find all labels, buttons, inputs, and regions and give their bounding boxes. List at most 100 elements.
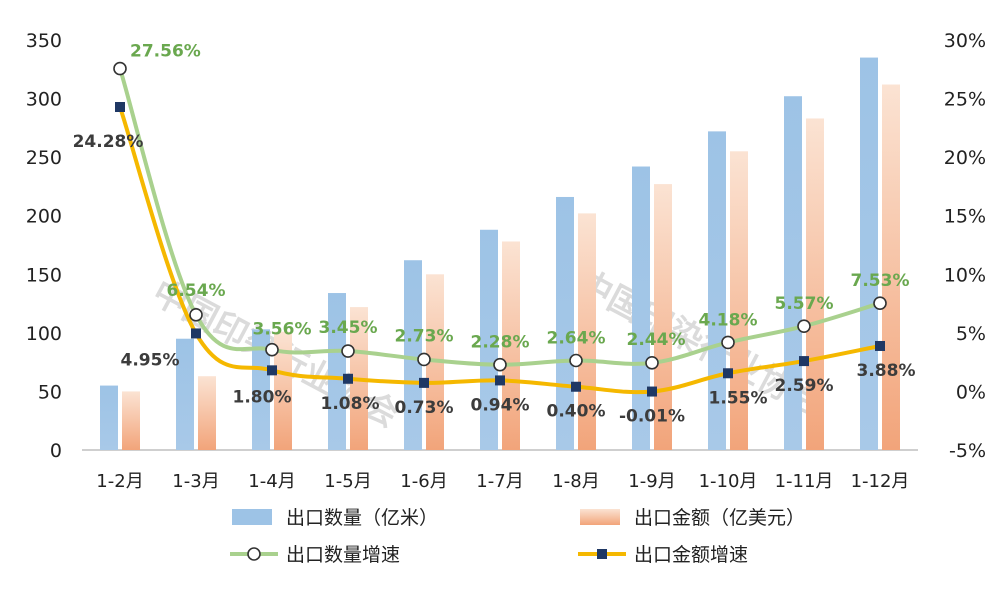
point-export-quantity-growth [493,357,507,372]
y-left-tick-label: 50 [38,381,62,403]
x-tick-label: 1-8月 [552,471,599,492]
data-label-amount-growth: -0.01% [619,407,685,427]
point-export-quantity-growth [645,356,659,370]
data-label-amount-growth: 0.94% [471,395,530,415]
y-right-tick-label: 15% [944,206,986,228]
legend-label-amount-growth: 出口金额增速 [634,544,748,566]
data-label-amount-growth: 0.40% [547,402,606,422]
point-export-quantity-growth [113,61,127,76]
point-export-quantity-growth [189,308,203,322]
data-label-quantity-growth: 3.56% [253,320,312,340]
x-tick-label: 1-10月 [699,471,758,492]
legend-label-quantity-growth: 出口数量增速 [286,544,400,566]
point-export-amount-growth [495,375,505,386]
x-tick-label: 1-4月 [248,471,295,492]
data-label-amount-growth: 2.59% [775,376,834,396]
bar-export-quantity [708,131,726,450]
point-export-quantity-growth [797,319,811,333]
data-label-quantity-growth: 2.64% [547,329,606,349]
bars [100,57,900,451]
bar-export-amount [654,184,672,451]
y-right-tick-label: 0% [956,381,986,403]
line-export-amount-growth [118,106,881,395]
data-label-quantity-growth: 7.53% [851,271,910,291]
data-label-quantity-growth: 5.57% [775,294,834,314]
point-export-amount-growth [191,328,201,339]
lines [113,61,887,397]
x-tick-label: 1-11月 [775,471,834,492]
y-left-tick-label: 250 [26,147,62,169]
bar-export-quantity [252,329,270,450]
y-left-tick-label: 100 [26,323,62,345]
y-right-tick-label: 30% [944,30,986,52]
point-export-quantity-growth [721,335,735,350]
bar-export-amount [122,391,140,450]
legend-label-export-quantity: 出口数量（亿米） [286,507,438,529]
x-tick-label: 1-12月 [851,471,910,492]
y-left-tick-label: 300 [26,89,62,111]
point-export-amount-growth [723,368,733,379]
y-left-tick-label: 350 [26,30,62,52]
legend-marker-amount-growth [597,549,607,559]
point-export-amount-growth [571,381,581,392]
bar-export-quantity [480,229,498,450]
y-left-tick-label: 150 [26,264,62,286]
x-tick-label: 1-3月 [172,471,219,492]
x-tick-label: 1-5月 [324,471,371,492]
y-right-tick-label: 20% [944,147,986,169]
data-labels: 27.56% 6.54% 3.56% 3.45% 2.73% 2.28% 2.64% 2.44… [73,42,916,427]
data-label-quantity-growth: 2.44% [627,330,686,350]
bar-export-quantity [632,166,650,450]
bar-export-quantity [328,293,346,450]
point-export-amount-growth [647,386,657,397]
point-export-quantity-growth [417,352,431,367]
bar-export-amount [502,241,520,450]
bar-export-quantity [860,57,878,450]
x-tick-label: 1-7月 [476,471,523,492]
x-tick-label: 1-6月 [400,471,447,492]
legend-label-export-amount: 出口金额（亿美元） [634,507,805,529]
point-export-amount-growth [875,340,885,351]
data-label-quantity-growth: 2.28% [471,333,530,353]
point-export-amount-growth [343,373,353,384]
legend-marker-quantity-growth [247,547,261,561]
data-label-amount-growth: 4.95% [121,350,180,370]
point-export-quantity-growth [265,342,279,357]
y-right-tick-label: -5% [949,440,986,462]
y-left-tick-label: 200 [26,206,62,228]
data-label-amount-growth: 3.88% [857,361,916,381]
bar-export-quantity [100,385,118,450]
point-export-amount-growth [419,377,429,388]
data-label-quantity-growth: 3.45% [319,318,378,338]
legend-swatch-export-quantity [232,509,272,525]
y-left-tick-label: 0 [50,440,62,462]
point-export-amount-growth [267,365,277,376]
data-label-amount-growth: 0.73% [395,398,454,418]
data-label-quantity-growth: 4.18% [699,310,758,330]
axes: 0 50 100 150 200 250 300 350 -5% 0% 5% 10% 15% 20% 25%… [26,30,986,492]
legend-swatch-export-amount [580,509,620,525]
bar-export-amount [806,118,824,450]
data-label-quantity-growth: 27.56% [130,42,201,62]
bar-export-quantity [404,260,422,450]
data-label-amount-growth: 1.08% [321,394,380,414]
point-export-quantity-growth [341,344,355,358]
point-export-quantity-growth [569,353,583,368]
x-tick-label: 1-9月 [628,471,675,492]
bar-export-amount [730,151,748,451]
data-label-quantity-growth: 2.73% [395,326,454,346]
point-export-amount-growth [115,102,125,113]
x-tick-label: 1-2月 [96,471,143,492]
bar-export-quantity [784,96,802,450]
legend: 出口数量（亿米） 出口金额（亿美元） 出口数量增速 出口金额增速 [230,507,805,566]
data-label-amount-growth: 1.80% [233,387,292,407]
data-label-amount-growth: 1.55% [709,388,768,408]
data-label-amount-growth: 24.28% [73,132,144,152]
bar-export-amount [882,84,900,450]
y-right-tick-label: 5% [956,323,986,345]
y-right-tick-label: 25% [944,89,986,111]
bar-export-amount [274,331,292,450]
data-label-quantity-growth: 6.54% [167,281,226,301]
